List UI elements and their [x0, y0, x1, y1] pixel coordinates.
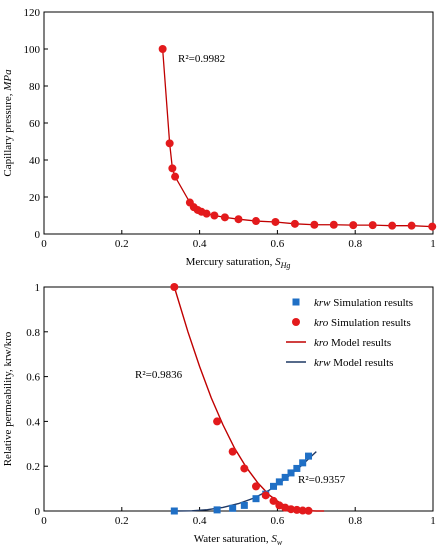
chart2-y-tick-label: 0: [35, 506, 41, 518]
legend-circle-marker: [292, 318, 300, 326]
chart2-legend: krw Simulation results kro Simulation res…: [286, 297, 413, 369]
chart1-x-tick-label: 1: [430, 238, 436, 250]
legend-entry-label: kro Simulation results: [314, 317, 411, 329]
chart2-krw-point: [293, 464, 301, 472]
chart1-r2-annotation: R²=0.9982: [178, 53, 225, 65]
chart1-y-tick-label: 100: [24, 44, 41, 56]
chart2-kro-point: [213, 417, 222, 426]
chart1-y-tick-label: 0: [35, 229, 41, 241]
chart2-kro-point: [292, 505, 301, 514]
chart1-data-point: [252, 217, 261, 226]
chart1-y-tick-label: 80: [29, 81, 41, 93]
chart1-data-point: [329, 220, 338, 229]
chart2-kro-point: [170, 283, 179, 291]
chart1-x-tick-label: 0.6: [271, 238, 285, 250]
chart2-y-tick-label: 1: [35, 282, 41, 294]
chart1-y-tick-label: 40: [29, 155, 41, 167]
chart2-krw-point: [170, 507, 178, 515]
chart1-fit-line: [161, 48, 433, 228]
chart1-data-point: [310, 220, 319, 229]
chart2-kro-point: [269, 496, 278, 505]
chart2-kro-point: [298, 506, 307, 515]
chart1-data-point: [158, 45, 167, 53]
chart2-x-axis-label: Water saturation, Sw: [194, 533, 283, 547]
chart1-x-axis-label: Mercury saturation, SHg: [186, 256, 291, 270]
chart2-kro-point: [252, 482, 261, 491]
chart2-r2-krw-annotation: R²=0.9357: [298, 474, 346, 486]
chart1-data-point: [202, 209, 211, 218]
chart2-y-tick-label: 0.6: [26, 372, 40, 384]
chart1-x-tick-label: 0.2: [115, 238, 129, 250]
chart1-data-point: [271, 217, 280, 226]
chart2-x-tick-label: 0.6: [271, 515, 285, 527]
chart2-x-tick-label: 0.2: [115, 515, 129, 527]
chart1-y-axis-label: Capillary pressure, MPa: [2, 69, 14, 177]
chart2-y-tick-label: 0.8: [26, 327, 40, 339]
chart2-kro-point: [228, 447, 237, 456]
chart2-kro-point: [287, 505, 296, 514]
chart1-y-tick-label: 60: [29, 118, 41, 130]
chart2-y-axis-label: Relative permeability, krw/kro: [2, 331, 14, 466]
chart2-y-tick-label: 0.4: [26, 416, 40, 428]
chart2-y-tick-label: 0.2: [26, 461, 40, 473]
chart2-krw-point: [229, 504, 237, 512]
chart1-data-point: [428, 222, 437, 231]
chart2-krw-point: [275, 478, 283, 486]
legend-entry-label: krw Model results: [314, 357, 393, 369]
chart2-x-tick-label: 0.8: [348, 515, 362, 527]
chart2-plot-area: [43, 286, 434, 512]
chart1-x-tick-label: 0.8: [348, 238, 362, 250]
legend-entry-label: krw Simulation results: [314, 297, 413, 309]
chart2-x-tick-label: 1: [430, 515, 436, 527]
legend-entry-label: kro Model results: [314, 337, 391, 349]
chart2-kro-point: [240, 464, 249, 473]
chart1-data-point: [388, 221, 397, 230]
chart2-x-tick-label: 0.4: [193, 515, 207, 527]
chart2-krw-point: [252, 495, 260, 503]
chart1-data-point: [168, 164, 177, 173]
chart2-x-tick-label: 0: [41, 515, 47, 527]
chart1-x-tick-label: 0.4: [193, 238, 207, 250]
relative-permeability-chart: 0 0.2 0.4 0.6 0.8 1 0 0.2 0.4 0.6 0.8 1 R²=0.9836 R…: [2, 282, 436, 547]
chart2-kro-point: [261, 491, 270, 500]
chart2-krw-point: [287, 469, 295, 477]
chart1-plot-area: [43, 11, 434, 235]
chart1-data-point: [290, 219, 299, 228]
chart1-y-tick-label: 120: [24, 7, 41, 19]
chart1-x-tick-label: 0: [41, 238, 47, 250]
chart1-data-point: [210, 211, 219, 220]
chart2-krw-point: [281, 473, 289, 481]
chart2-r2-kro-annotation: R²=0.9836: [135, 369, 183, 381]
chart1-data-point: [220, 213, 229, 222]
chart1-data-point: [407, 221, 416, 230]
legend-square-marker: [292, 298, 300, 306]
chart1-data-point: [234, 215, 243, 224]
chart1-data-point: [368, 221, 377, 230]
chart2-krw-point: [213, 506, 221, 514]
chart1-y-tick-label: 20: [29, 192, 41, 204]
chart1-data-point: [349, 221, 358, 230]
chart1-data-point: [165, 139, 174, 148]
chart1-data-point: [171, 172, 180, 181]
chart2-kro-point: [304, 506, 313, 515]
chart2-krw-point: [240, 501, 248, 509]
chart2-krw-point: [305, 452, 313, 460]
chart2-krw-point: [270, 482, 278, 490]
chart2-krw-point: [299, 459, 307, 467]
